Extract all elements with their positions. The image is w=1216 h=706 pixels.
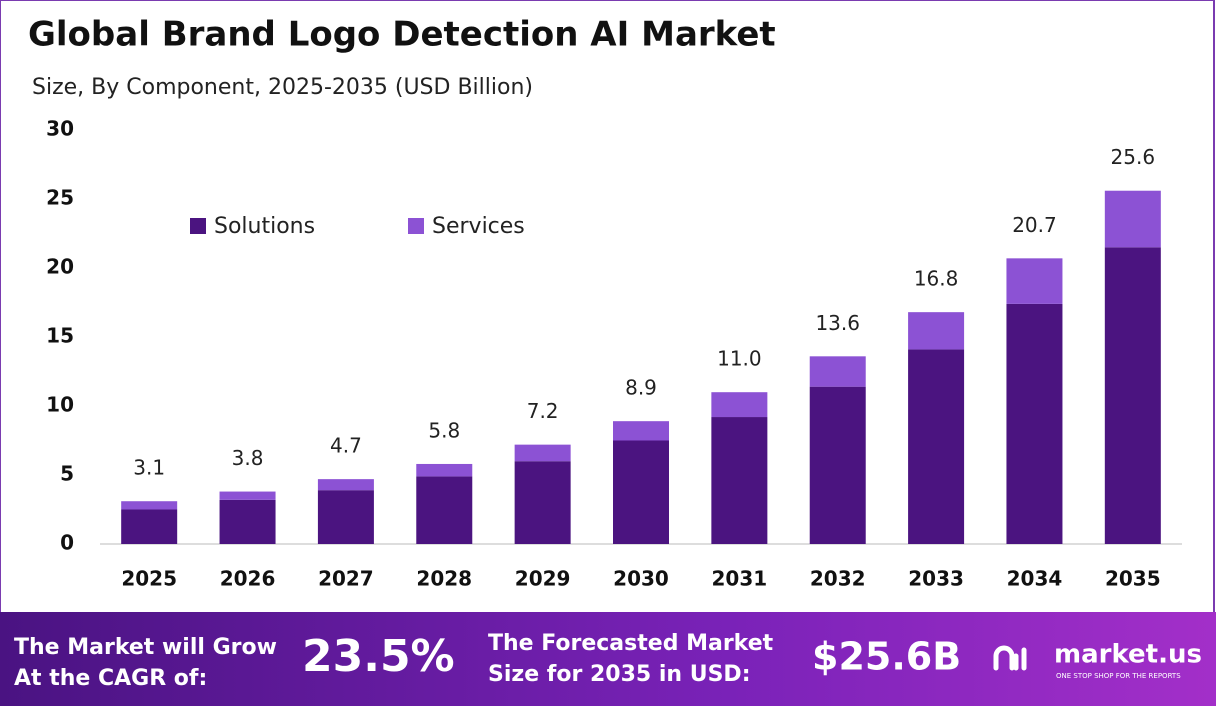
y-tick-label: 20 (46, 255, 74, 279)
chart-title: Global Brand Logo Detection AI Market (28, 15, 776, 55)
bar-segment (613, 421, 669, 441)
bar-segment (219, 499, 276, 544)
y-tick-label: 10 (46, 393, 74, 417)
bar-segment (514, 461, 571, 544)
legend-label: Services (432, 214, 525, 239)
bar-segment (613, 440, 669, 544)
bar-segment (711, 392, 768, 418)
x-tick-label: 2032 (810, 567, 866, 591)
brand-tagline: ONE STOP SHOP FOR THE REPORTS (1056, 672, 1181, 680)
x-tick-label: 2031 (712, 567, 768, 591)
cagr-text: At the CAGR of: (14, 666, 207, 691)
bar-segment (809, 386, 866, 544)
y-tick-label: 15 (46, 324, 74, 348)
x-tick-label: 2029 (515, 567, 571, 591)
x-tick-label: 2028 (416, 567, 472, 591)
cagr-value: 23.5% (302, 631, 455, 682)
y-tick-label: 0 (60, 531, 74, 555)
total-label: 4.7 (330, 434, 362, 458)
bar-segment (809, 356, 866, 387)
total-label: 3.8 (232, 446, 264, 470)
x-tick-label: 2033 (908, 567, 964, 591)
total-label: 8.9 (625, 376, 657, 400)
legend-swatch (190, 218, 206, 234)
y-tick-label: 5 (60, 462, 74, 486)
x-tick-label: 2027 (318, 567, 374, 591)
total-label: 25.6 (1111, 145, 1156, 169)
x-tick-label: 2034 (1007, 567, 1063, 591)
forecast-text: Size for 2035 in USD: (488, 662, 751, 687)
total-label: 11.0 (717, 347, 762, 371)
bar-segment (908, 349, 965, 544)
bar-segment (317, 479, 374, 491)
forecast-value: $25.6B (812, 635, 961, 679)
cagr-text: The Market will Grow (14, 635, 277, 660)
brand-logo (993, 645, 1027, 671)
bar-segment (1104, 247, 1161, 545)
bar-segment (1006, 303, 1063, 544)
bar-segment (711, 417, 768, 544)
y-tick-label: 30 (46, 117, 74, 141)
bar-segment (416, 463, 473, 477)
x-tick-label: 2025 (121, 567, 177, 591)
legend-label: Solutions (214, 214, 315, 239)
x-tick-label: 2035 (1105, 567, 1161, 591)
bar-segment (514, 444, 571, 462)
brand-name: market.us (1054, 640, 1202, 670)
x-tick-label: 2026 (220, 567, 276, 591)
total-label: 3.1 (133, 456, 165, 480)
bar-segment (416, 476, 473, 544)
chart-subtitle: Size, By Component, 2025-2035 (USD Billi… (32, 75, 533, 100)
bar-segment (1006, 258, 1063, 304)
bar-segment (1104, 190, 1161, 248)
forecast-text: The Forecasted Market (488, 631, 774, 656)
total-label: 13.6 (815, 311, 860, 335)
bar-segment (908, 312, 965, 350)
legend-swatch (408, 218, 424, 234)
total-label: 7.2 (527, 399, 559, 423)
bar-segment (121, 509, 178, 544)
x-tick-label: 2030 (613, 567, 669, 591)
bar-segment (121, 501, 178, 510)
y-tick-label: 25 (46, 186, 74, 210)
total-label: 16.8 (914, 267, 959, 291)
total-label: 5.8 (428, 418, 460, 442)
bar-segment (317, 490, 374, 544)
total-label: 20.7 (1012, 213, 1057, 237)
bar-segment (219, 491, 276, 500)
